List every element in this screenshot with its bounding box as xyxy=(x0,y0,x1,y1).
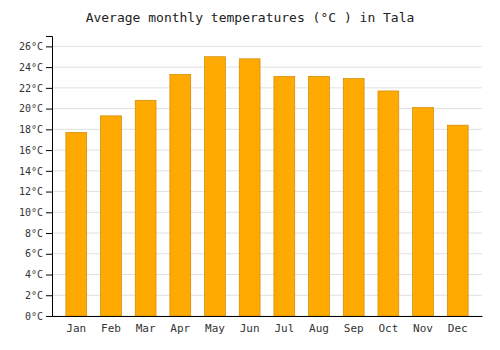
bar xyxy=(447,125,468,316)
bar xyxy=(66,132,87,316)
y-tick-label: 26°C xyxy=(19,41,43,52)
y-tick-label: 14°C xyxy=(19,166,43,177)
y-tick: 22°C xyxy=(19,83,52,94)
x-tick-label: Mar xyxy=(136,322,156,335)
x-tick-label: Jan xyxy=(66,322,86,335)
y-axis-line xyxy=(46,37,53,317)
y-axis: 0°C 2°C 4°C 6°C 8°C 10°C 12°C 14°C 16°C 18°C 20°C 2… xyxy=(19,37,53,322)
x-tick: Aug xyxy=(309,322,329,335)
x-tick: May xyxy=(205,322,225,335)
y-tick-label: 18°C xyxy=(19,124,43,135)
y-tick-mark xyxy=(46,46,52,47)
bar xyxy=(205,57,226,316)
bar xyxy=(343,79,364,316)
y-tick-label: 12°C xyxy=(19,186,43,197)
x-axis-line xyxy=(53,316,483,317)
bars xyxy=(66,57,468,316)
bar xyxy=(239,59,260,316)
y-tick-mark xyxy=(46,171,52,172)
x-tick: Sep xyxy=(344,322,364,335)
y-tick-mark xyxy=(46,254,52,255)
y-tick: 4°C xyxy=(25,269,52,280)
grid-line xyxy=(52,87,482,88)
plot-area: Jan Feb Mar Apr May Jun Jul Aug Sep Oct Nov Dec 0°C 2… xyxy=(19,37,483,335)
y-tick-label: 0°C xyxy=(25,311,43,322)
x-tick: Jul xyxy=(274,322,294,335)
y-tick: 8°C xyxy=(25,228,52,239)
x-tick-label: Oct xyxy=(378,322,398,335)
y-tick: 0°C xyxy=(25,311,52,322)
x-tick-label: Jun xyxy=(240,322,260,335)
y-tick: 16°C xyxy=(19,145,52,156)
y-tick: 6°C xyxy=(25,248,52,259)
y-tick-mark xyxy=(46,192,52,193)
bar xyxy=(135,100,156,316)
x-tick: Oct xyxy=(378,322,398,335)
x-tick-label: May xyxy=(205,322,225,335)
grid xyxy=(52,46,482,316)
y-tick: 26°C xyxy=(19,41,52,52)
y-tick: 14°C xyxy=(19,166,52,177)
x-tick-label: Sep xyxy=(344,322,364,335)
x-axis: Jan Feb Mar Apr May Jun Jul Aug Sep Oct Nov Dec xyxy=(53,317,483,335)
x-tick: Jun xyxy=(240,322,260,335)
x-tick-label: Apr xyxy=(170,322,190,335)
bar xyxy=(170,74,191,316)
y-tick-mark xyxy=(46,109,52,110)
grid-line xyxy=(52,67,482,68)
y-tick-label: 16°C xyxy=(19,145,43,156)
y-tick-mark xyxy=(46,316,52,317)
y-tick: 12°C xyxy=(19,186,52,197)
y-tick: 2°C xyxy=(25,290,52,301)
y-tick: 20°C xyxy=(19,103,52,114)
y-tick-label: 10°C xyxy=(19,207,43,218)
y-tick-label: 4°C xyxy=(25,269,43,280)
y-tick: 18°C xyxy=(19,124,52,135)
y-tick-mark xyxy=(46,129,52,130)
y-tick-mark xyxy=(46,88,52,89)
y-tick-label: 8°C xyxy=(25,228,43,239)
x-tick: Nov xyxy=(413,322,433,335)
x-tick-label: Feb xyxy=(101,322,121,335)
y-tick-mark xyxy=(46,295,52,296)
bar xyxy=(274,76,295,316)
y-tick-label: 20°C xyxy=(19,103,43,114)
x-tick: Feb xyxy=(101,322,121,335)
y-tick-mark xyxy=(46,67,52,68)
x-tick-label: Jul xyxy=(274,322,294,335)
x-tick: Mar xyxy=(136,322,156,335)
chart: Jan Feb Mar Apr May Jun Jul Aug Sep Oct Nov Dec 0°C 2… xyxy=(0,0,500,350)
x-tick-label: Aug xyxy=(309,322,329,335)
bar xyxy=(309,76,330,316)
x-tick-label: Dec xyxy=(448,322,468,335)
grid-line xyxy=(52,46,482,47)
x-tick: Jan xyxy=(66,322,86,335)
y-tick: 10°C xyxy=(19,207,52,218)
y-tick: 24°C xyxy=(19,62,52,73)
bar xyxy=(101,116,122,316)
y-tick-mark xyxy=(46,275,52,276)
y-tick-label: 6°C xyxy=(25,248,43,259)
y-tick-mark xyxy=(46,233,52,234)
x-tick: Dec xyxy=(448,322,468,335)
title: Average monthly temperatures (°C ) in Ta… xyxy=(86,10,415,25)
bar xyxy=(378,91,399,316)
x-tick: Apr xyxy=(170,322,190,335)
y-tick-label: 22°C xyxy=(19,83,43,94)
bar xyxy=(413,108,434,316)
y-tick-mark xyxy=(46,150,52,151)
y-tick-mark xyxy=(46,212,52,213)
x-tick-label: Nov xyxy=(413,322,433,335)
y-tick-label: 24°C xyxy=(19,62,43,73)
y-tick-label: 2°C xyxy=(25,290,43,301)
